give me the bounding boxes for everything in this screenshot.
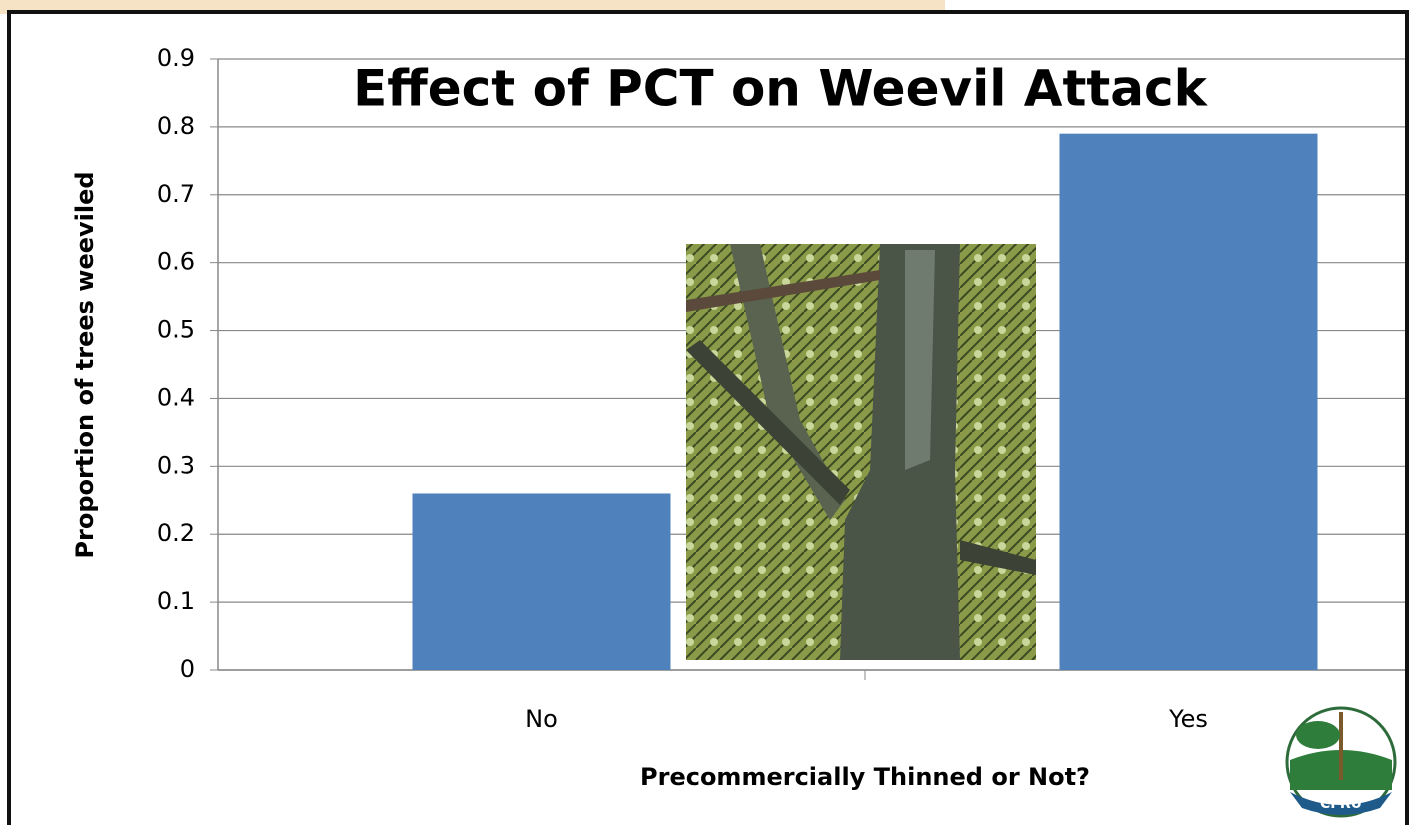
x-tick-label: Yes [1168, 705, 1208, 733]
y-axis-label: Proportion of trees weeviled [71, 171, 99, 558]
x-tick-label: No [525, 705, 558, 733]
y-tick-label: 0.8 [157, 112, 195, 140]
chart: 0 0.1 0.2 0.3 0.4 0.5 0.6 0.7 0.8 0.9 No Yes Effect… [0, 0, 1411, 825]
y-tick-label: 0 [180, 655, 195, 683]
y-tick-label: 0.7 [157, 180, 195, 208]
y-tick-label: 0.2 [157, 519, 195, 547]
bar [413, 493, 671, 670]
bar [1060, 134, 1318, 670]
y-tick-label: 0.6 [157, 248, 195, 276]
chart-title: Effect of PCT on Weevil Attack [353, 60, 1209, 118]
y-tick-label: 0.1 [157, 587, 195, 615]
y-tick-label: 0.9 [157, 44, 195, 72]
page: {"chart_data": {"type": "bar", "title": … [0, 0, 1411, 825]
y-tick-label: 0.3 [157, 451, 195, 479]
y-tick-label: 0.5 [157, 316, 195, 344]
x-axis-label: Precommercially Thinned or Not? [640, 763, 1090, 791]
logo-text: CFRU [1320, 796, 1362, 812]
photo [686, 244, 1036, 660]
y-tick-label: 0.4 [157, 383, 195, 411]
